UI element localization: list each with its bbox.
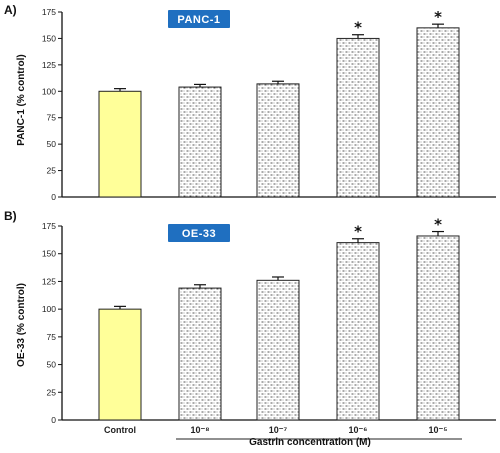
panel-label: B)	[4, 209, 17, 223]
y-tick-label: 75	[47, 332, 57, 342]
bar	[178, 86, 222, 198]
badge-label: PANC-1	[177, 14, 220, 26]
significance-mark: *	[354, 223, 362, 241]
y-tick-label: 25	[47, 166, 57, 176]
bar	[256, 279, 300, 421]
y-tick-label: 150	[42, 249, 56, 259]
bar	[98, 90, 142, 198]
y-axis-label: PANC-1 (% control)	[16, 54, 27, 145]
bar	[256, 83, 300, 198]
panel-a: A) PANC-1 PANC-1 (% control) 0 25 50 75 100 1…	[4, 3, 496, 202]
bar	[98, 308, 142, 421]
y-tick-label: 100	[42, 86, 56, 96]
badge-box	[168, 10, 230, 28]
panel-b: B) OE-33 OE-33 (% control) 0 25 50 75 100 125…	[4, 209, 496, 448]
bar	[416, 235, 460, 421]
badge-label: OE-33	[182, 228, 216, 240]
significance-mark: *	[434, 216, 442, 234]
y-tick-label: 125	[42, 276, 56, 286]
bar	[416, 27, 460, 198]
y-axis-label: OE-33 (% control)	[16, 283, 27, 367]
category-label: 10⁻⁷	[269, 425, 288, 435]
y-tick-label: 150	[42, 33, 56, 43]
significance-mark: *	[354, 19, 362, 37]
category-label: 10⁻⁵	[429, 425, 448, 435]
badge-box	[168, 224, 230, 242]
y-tick-label: 175	[42, 7, 56, 17]
category-label: 10⁻⁸	[190, 425, 209, 435]
badge: OE-33	[168, 224, 230, 242]
bar	[178, 287, 222, 421]
panel-label: A)	[4, 3, 17, 17]
y-tick-label: 75	[47, 113, 57, 123]
x-axis-label: Gastrin concentration (M)	[249, 437, 371, 448]
y-tick-label: 175	[42, 221, 56, 231]
y-tick-label: 0	[51, 415, 56, 425]
y-tick-label: 0	[51, 192, 56, 202]
y-tick-label: 50	[47, 139, 57, 149]
significance-mark: *	[434, 8, 442, 26]
y-tick-label: 125	[42, 60, 56, 70]
bar	[336, 242, 380, 421]
category-label: 10⁻⁶	[349, 425, 368, 435]
y-tick-label: 100	[42, 304, 56, 314]
y-tick-label: 25	[47, 387, 57, 397]
badge: PANC-1	[168, 10, 230, 28]
bar	[336, 37, 380, 198]
y-tick-label: 50	[47, 360, 57, 370]
category-label: Control	[104, 425, 136, 435]
